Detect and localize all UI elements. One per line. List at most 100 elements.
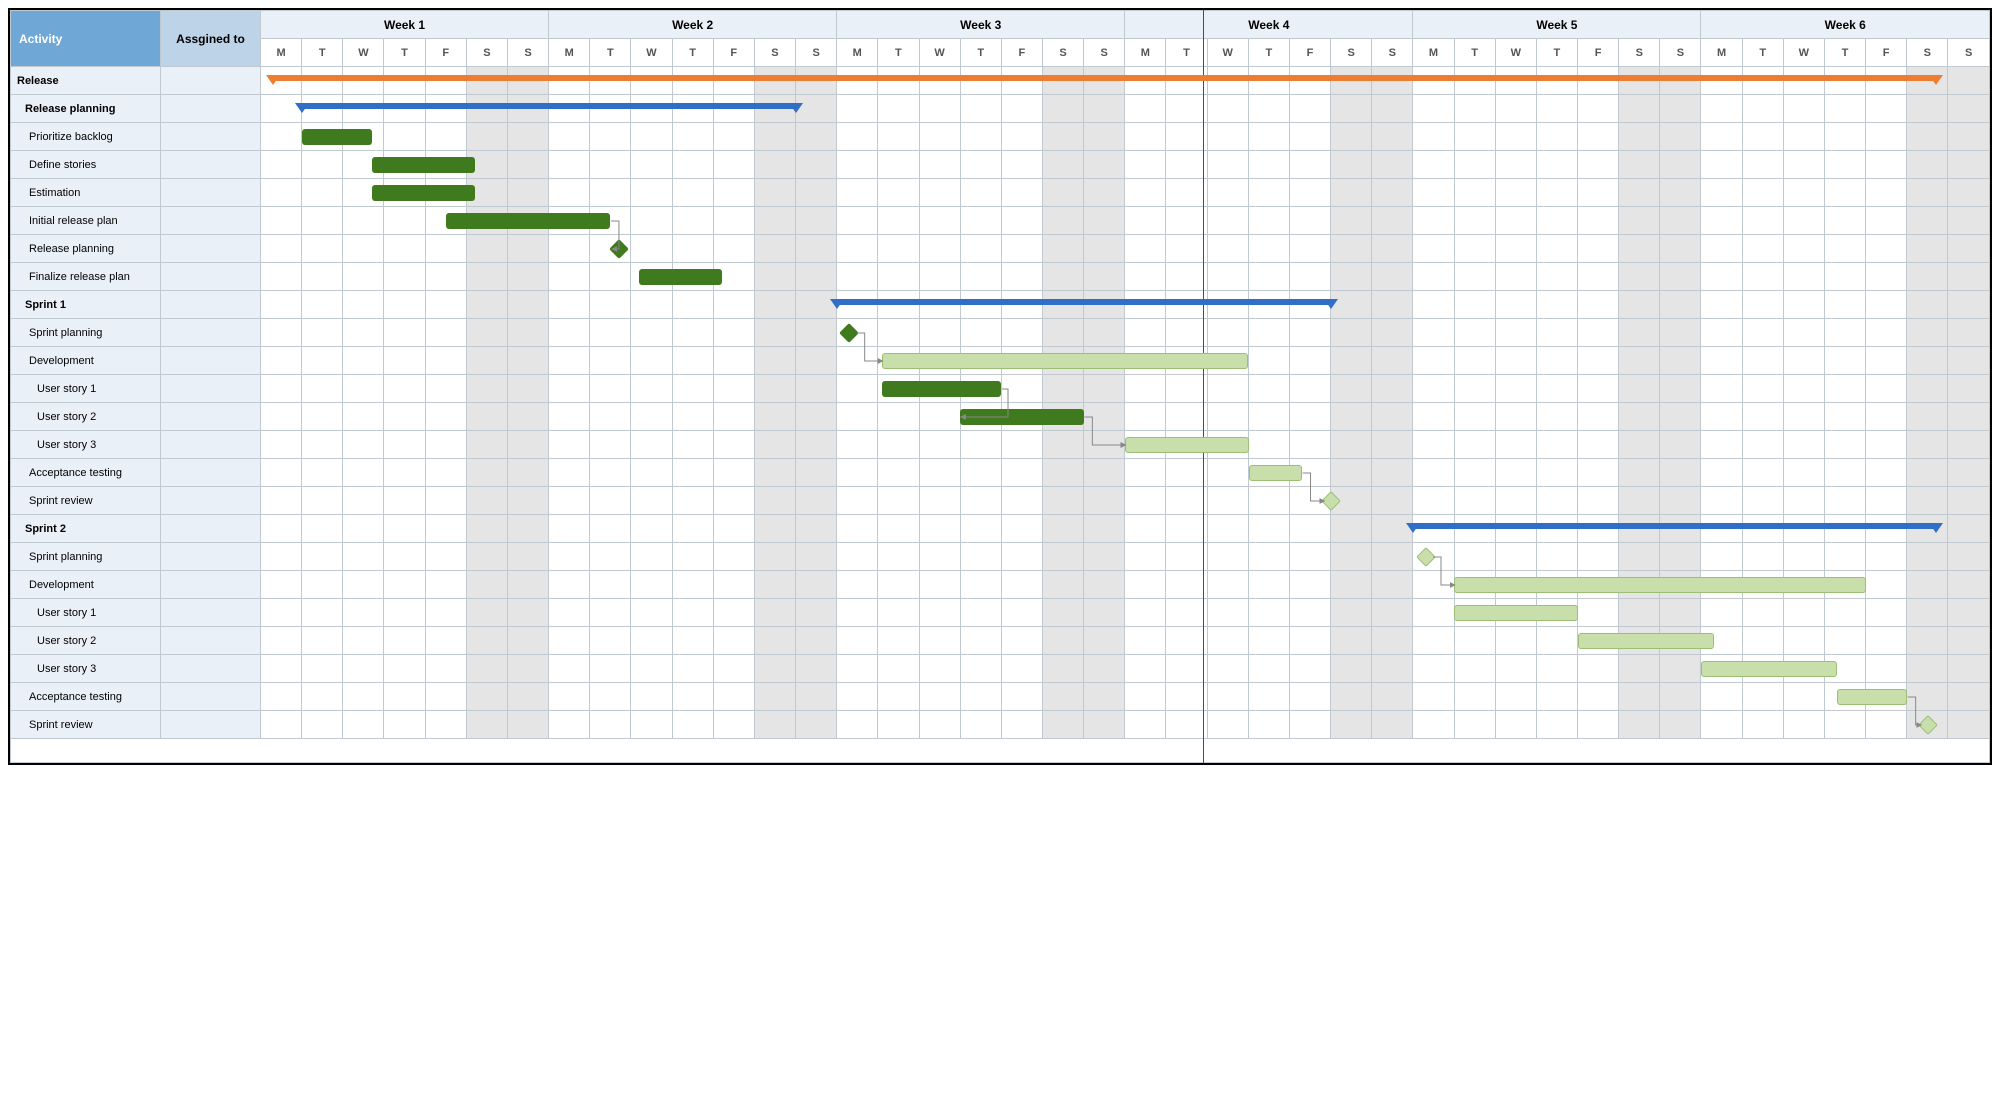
gantt-row: Release planning [11,235,1990,263]
day-cell [837,487,878,515]
day-cell [796,263,837,291]
day-cell [1001,543,1042,571]
day-cell [1824,459,1865,487]
header-day: F [1001,39,1042,67]
day-cell [1701,711,1742,739]
day-cell [1001,627,1042,655]
day-cell [1413,459,1454,487]
day-cell [1454,515,1495,543]
day-cell [1907,235,1948,263]
day-cell [343,235,384,263]
day-cell [1413,543,1454,571]
day-cell [1413,179,1454,207]
day-cell [1783,431,1824,459]
day-cell [1289,319,1330,347]
day-cell [1042,487,1083,515]
activity-cell: Acceptance testing [11,683,161,711]
day-cell [590,487,631,515]
assigned-cell [161,459,261,487]
day-cell [919,347,960,375]
header-day: S [1660,39,1701,67]
header-day: S [466,39,507,67]
day-cell [1783,711,1824,739]
day-cell [343,179,384,207]
day-cell [507,347,548,375]
day-cell [1413,291,1454,319]
day-cell [1001,599,1042,627]
day-cell [302,459,343,487]
day-cell [1454,151,1495,179]
day-cell [1454,67,1495,95]
day-cell [425,375,466,403]
header-day: W [1783,39,1824,67]
day-cell [1619,403,1660,431]
day-cell [1084,263,1125,291]
day-cell [507,543,548,571]
day-cell [1536,403,1577,431]
day-cell [1372,543,1413,571]
day-cell [1042,123,1083,151]
day-cell [1742,235,1783,263]
day-cell [960,319,1001,347]
day-cell [1578,235,1619,263]
day-cell [425,403,466,431]
day-cell [1701,263,1742,291]
day-cell [878,627,919,655]
day-cell [1248,459,1289,487]
day-cell [1742,319,1783,347]
day-cell [1783,123,1824,151]
day-cell [261,67,302,95]
day-cell [796,431,837,459]
day-cell [672,347,713,375]
day-cell [1536,207,1577,235]
day-cell [1001,291,1042,319]
day-cell [1495,375,1536,403]
day-cell [1084,179,1125,207]
day-cell [1783,459,1824,487]
day-cell [261,487,302,515]
day-cell [302,67,343,95]
day-cell [1907,347,1948,375]
day-cell [1166,347,1207,375]
day-cell [837,67,878,95]
day-cell [1125,375,1166,403]
day-cell [754,235,795,263]
day-cell [466,319,507,347]
day-cell [1948,543,1990,571]
day-cell [1948,599,1990,627]
day-cell [1578,683,1619,711]
day-cell [1783,207,1824,235]
day-cell [1824,627,1865,655]
day-cell [1372,375,1413,403]
day-cell [837,683,878,711]
day-cell [1331,95,1372,123]
day-cell [837,627,878,655]
day-cell [302,375,343,403]
day-cell [1619,655,1660,683]
day-cell [919,123,960,151]
day-cell [1619,67,1660,95]
day-cell [878,571,919,599]
day-cell [631,67,672,95]
day-cell [549,655,590,683]
day-cell [631,655,672,683]
day-cell [919,627,960,655]
day-cell [1948,123,1990,151]
day-cell [425,487,466,515]
day-cell [1907,403,1948,431]
day-cell [1660,375,1701,403]
day-cell [878,515,919,543]
header-week: Week 6 [1701,11,1990,39]
day-cell [672,263,713,291]
day-cell [1866,347,1907,375]
day-cell [713,627,754,655]
day-cell [1701,319,1742,347]
day-cell [1166,179,1207,207]
day-cell [549,123,590,151]
day-cell [631,123,672,151]
day-cell [1578,347,1619,375]
day-cell [1866,459,1907,487]
day-cell [1084,291,1125,319]
day-cell [261,291,302,319]
day-cell [1701,655,1742,683]
